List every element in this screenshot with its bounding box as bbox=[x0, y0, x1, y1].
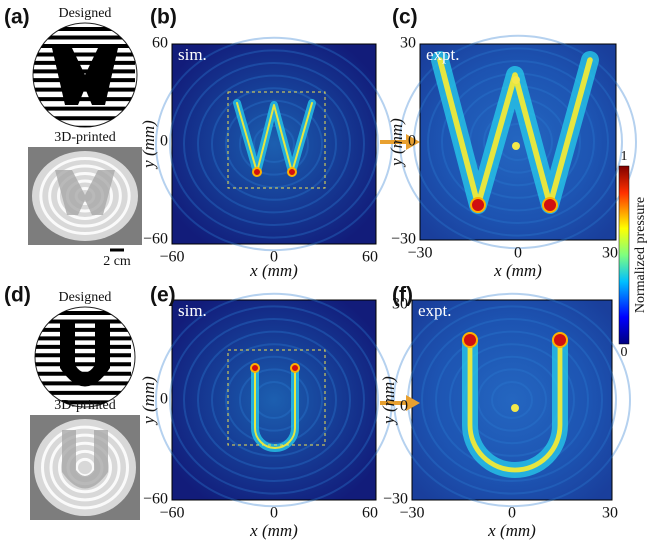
hot-spot bbox=[512, 142, 520, 150]
x-axis-label: x (mm) bbox=[249, 521, 298, 540]
hot-spot bbox=[291, 364, 299, 372]
y-tick-label: 0 bbox=[160, 391, 168, 408]
x-tick-label: 0 bbox=[514, 245, 522, 262]
x-tick-label: −60 bbox=[159, 249, 184, 266]
x-tick-label: 30 bbox=[602, 505, 618, 522]
y-tick-label: 30 bbox=[400, 35, 416, 52]
caption: Designed bbox=[59, 6, 112, 21]
y-tick-label: 60 bbox=[152, 35, 168, 52]
panel-tag: expt. bbox=[426, 45, 460, 64]
caption: Designed bbox=[59, 290, 112, 305]
x-axis-label: x (mm) bbox=[249, 261, 298, 280]
y-tick-label: 0 bbox=[160, 133, 168, 150]
hot-spot bbox=[251, 364, 259, 372]
hot-spot bbox=[471, 198, 485, 212]
y-tick-label: −30 bbox=[383, 491, 408, 508]
hot-spot bbox=[288, 168, 296, 176]
field-map bbox=[172, 300, 376, 500]
colorbar-title: Normalized pressure bbox=[633, 197, 648, 313]
caption: 3D-printed bbox=[54, 130, 115, 145]
y-tick-label: 0 bbox=[408, 133, 416, 150]
hot-spot bbox=[553, 333, 567, 347]
panel-tag: expt. bbox=[418, 301, 452, 320]
x-axis-label: x (mm) bbox=[493, 261, 542, 280]
hot-spot bbox=[463, 333, 477, 347]
panel-label: (a) bbox=[4, 6, 30, 29]
panel-label: (c) bbox=[392, 6, 418, 29]
figure: −60 0 60 60 0 −60 x (mm) y (mm) sim. −30 0 30 30 0 −30… bbox=[0, 0, 654, 542]
colorbar bbox=[619, 166, 629, 344]
caption: 3D-printed bbox=[54, 398, 115, 413]
colorbar-max: 1 bbox=[621, 149, 628, 164]
panel-label: (b) bbox=[150, 6, 177, 29]
colorbar-min: 0 bbox=[621, 345, 628, 360]
x-tick-label: 60 bbox=[362, 505, 378, 522]
hot-spot bbox=[512, 76, 520, 84]
x-tick-label: 0 bbox=[270, 505, 278, 522]
hot-spot bbox=[543, 198, 557, 212]
hot-spot bbox=[511, 404, 519, 412]
panel-label: (d) bbox=[4, 284, 31, 307]
x-tick-label: 30 bbox=[602, 245, 618, 262]
x-tick-label: 60 bbox=[362, 249, 378, 266]
y-axis-label: y (mm) bbox=[387, 118, 406, 168]
panel-label: (e) bbox=[150, 284, 176, 307]
y-axis-label: y (mm) bbox=[139, 120, 158, 170]
hot-spot bbox=[253, 168, 261, 176]
scale-label: 2 cm bbox=[103, 254, 131, 269]
y-axis-label: y (mm) bbox=[139, 376, 158, 426]
field-map bbox=[172, 44, 376, 244]
panel-label: (f) bbox=[392, 284, 413, 307]
page: {"panels": [ {"label": "(a)", "designed"… bbox=[0, 0, 654, 542]
y-tick-label: −60 bbox=[143, 491, 168, 508]
photo-disc bbox=[34, 419, 136, 516]
y-tick-label: 0 bbox=[400, 398, 408, 415]
x-tick-label: 0 bbox=[508, 505, 516, 522]
x-axis-label: x (mm) bbox=[487, 521, 536, 540]
panel-tag: sim. bbox=[178, 301, 207, 320]
artwork bbox=[28, 23, 636, 520]
y-tick-label: −30 bbox=[391, 231, 416, 248]
panel-tag: sim. bbox=[178, 45, 207, 64]
y-tick-label: −60 bbox=[143, 231, 168, 248]
y-axis-label: y (mm) bbox=[379, 376, 398, 426]
